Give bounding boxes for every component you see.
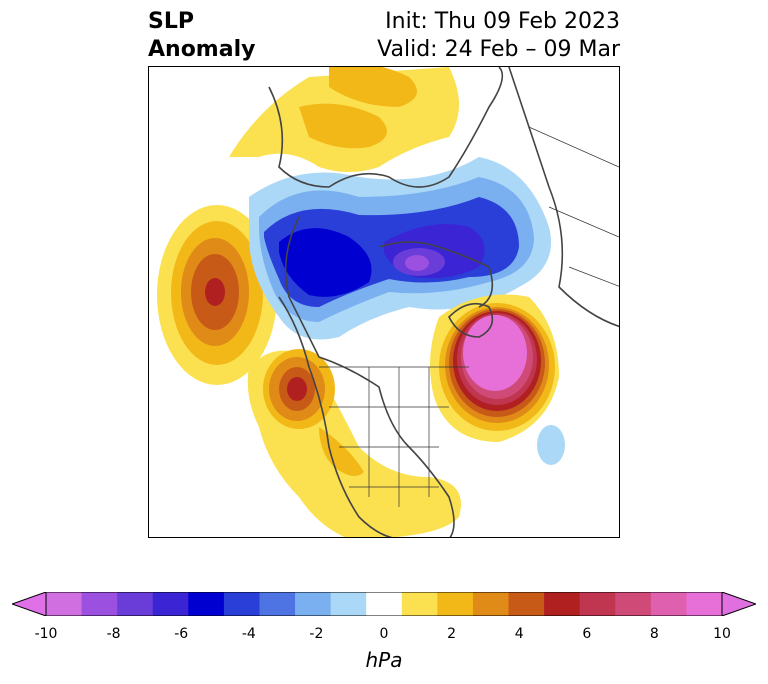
colorbar-tick-label: -4 <box>241 626 256 642</box>
map-date-info: Init: Thu 09 Feb 2023 Valid: 24 Feb – 09… <box>377 8 620 64</box>
colorbar <box>12 592 756 616</box>
colorbar-segment <box>650 592 687 616</box>
colorbar-segment <box>81 592 118 616</box>
colorbar-outline <box>45 592 723 616</box>
colorbar-segment <box>579 592 616 616</box>
valid-range: Valid: 24 Feb – 09 Mar <box>377 37 620 62</box>
colorbar-segment <box>223 592 260 616</box>
init-date: Init: Thu 09 Feb 2023 <box>385 9 620 34</box>
colorbar-segment <box>437 592 474 616</box>
colorbar-segment <box>615 592 652 616</box>
positive-anomaly-arctic <box>229 67 459 172</box>
positive-anomaly-atlantic-high <box>430 294 559 442</box>
colorbar-segment <box>46 592 83 616</box>
colorbar-segment <box>544 592 581 616</box>
title-line-1: SLP <box>148 9 194 34</box>
colorbar-segment <box>686 592 723 616</box>
colorbar-segment <box>401 592 438 616</box>
colorbar-segment <box>259 592 296 616</box>
colorbar-tick-label: 4 <box>514 626 524 642</box>
colorbar-tick-label: 6 <box>582 626 592 642</box>
colorbar-high-extension <box>721 592 756 616</box>
title-line-2: Anomaly <box>148 37 256 62</box>
colorbar-tick-label: 2 <box>447 626 457 642</box>
positive-anomaly-pacific-high <box>157 205 277 385</box>
colorbar-tick-label: -10 <box>34 626 58 642</box>
coastlines <box>268 67 619 537</box>
colorbar-segment <box>330 592 367 616</box>
political-borders <box>319 126 619 507</box>
colorbar-low-extension <box>12 592 47 616</box>
map-title: SLP Anomaly <box>148 8 255 64</box>
negative-anomaly-siberia-canada <box>249 157 551 340</box>
colorbar-units: hPa <box>365 648 403 672</box>
colorbar-segment <box>508 592 545 616</box>
colorbar-segment <box>188 592 225 616</box>
map-panel <box>148 66 620 538</box>
negative-anomaly-small-atlantic <box>537 425 565 465</box>
colorbar-tick-label: -2 <box>309 626 324 642</box>
colorbar-segment <box>366 592 403 616</box>
slp-anomaly-map <box>157 67 619 537</box>
colorbar-tick-label: 10 <box>713 626 731 642</box>
colorbar-tick-label: 0 <box>379 626 389 642</box>
colorbar-segment <box>295 592 332 616</box>
colorbar-tick-label: -6 <box>174 626 189 642</box>
colorbar-tick-label: 8 <box>649 626 659 642</box>
colorbar-segment <box>152 592 189 616</box>
colorbar-segment <box>472 592 510 616</box>
colorbar-tick-label: -8 <box>106 626 121 642</box>
colorbar-segment <box>117 592 154 616</box>
